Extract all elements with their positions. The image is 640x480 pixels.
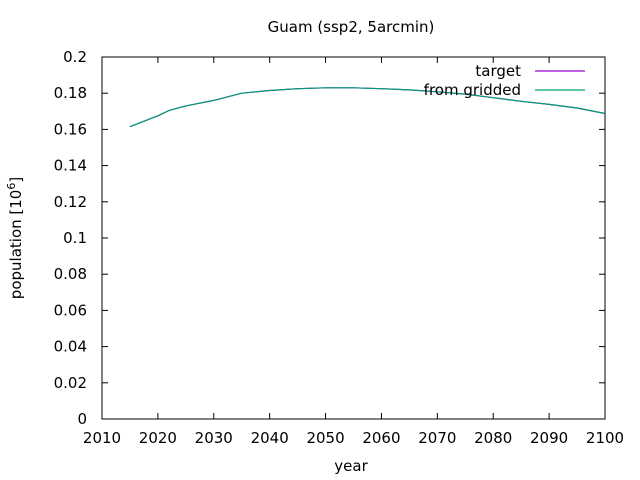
y-tick-label: 0.18 (54, 84, 87, 102)
legend: target from gridded (424, 62, 585, 99)
y-tick-label: 0 (77, 410, 87, 428)
x-tick-label: 2060 (362, 429, 400, 447)
y-axis-label: population [106] (5, 177, 25, 299)
y-tick-label: 0.12 (54, 193, 87, 211)
y-axis-label-main: population [10 (7, 190, 25, 300)
x-tick-label: 2040 (251, 429, 289, 447)
y-tick-label: 0.14 (54, 157, 87, 175)
x-tick-label: 2100 (586, 429, 624, 447)
y-axis-label-exponent: 6 (5, 183, 18, 190)
chart-title: Guam (ssp2, 5arcmin) (268, 18, 435, 36)
legend-label-from-gridded: from gridded (424, 81, 521, 99)
y-tick-label: 0.2 (63, 48, 87, 66)
x-tick-label: 2080 (474, 429, 512, 447)
x-tick-label: 2050 (306, 429, 344, 447)
y-axis: 0 0.02 0.04 0.06 0.08 0.1 0.12 0.14 0.16 0.18 0.2 (54, 48, 605, 428)
legend-label-target: target (475, 62, 521, 80)
x-tick-label: 2030 (195, 429, 233, 447)
series-line-target (129, 87, 606, 128)
y-tick-label: 0.08 (54, 265, 87, 283)
x-axis-label: year (334, 457, 368, 475)
y-axis-label-close: ] (7, 177, 25, 183)
y-tick-label: 0.06 (54, 301, 87, 319)
plot-frame (101, 56, 606, 420)
y-tick-label: 0.16 (54, 120, 87, 138)
y-tick-label: 0.02 (54, 374, 87, 392)
y-tick-label: 0.1 (63, 229, 87, 247)
x-axis: 2010 2020 2030 2040 2050 2060 2070 2080 2090 2100 (83, 57, 624, 447)
series-lines (129, 87, 606, 128)
x-tick-label: 2070 (418, 429, 456, 447)
x-tick-label: 2020 (139, 429, 177, 447)
x-tick-label: 2090 (530, 429, 568, 447)
y-tick-label: 0.04 (54, 338, 87, 356)
series-line-from-gridded (129, 87, 606, 128)
x-tick-label: 2010 (83, 429, 121, 447)
